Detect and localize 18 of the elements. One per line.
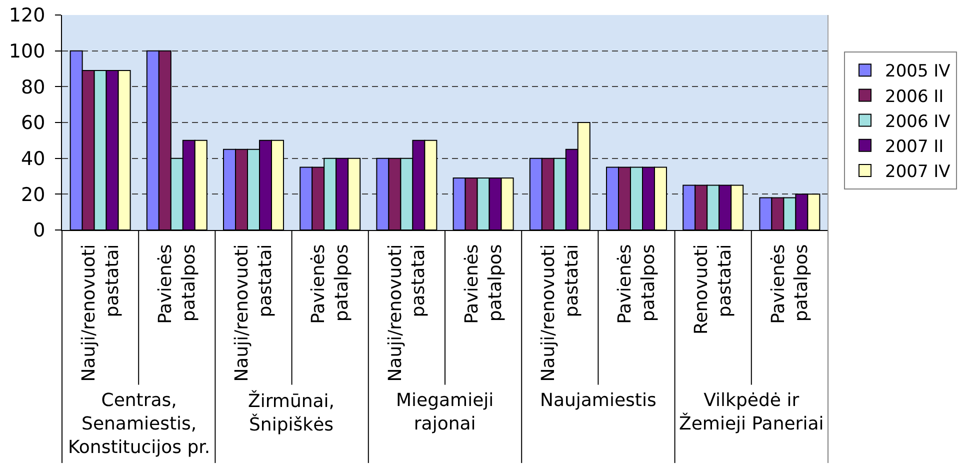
y-tick-label: 40 [21, 148, 46, 170]
y-tick-label: 120 [8, 4, 46, 27]
text: Centras, Senamiestis, Konstitucijos pr. [68, 390, 210, 458]
legend-label: 2005 IV [885, 62, 951, 82]
text: Vilkpėdė ir Žemieji Paneriai [679, 390, 824, 434]
y-tick-label: 20 [21, 184, 46, 206]
y-tick-label: 0 [33, 220, 46, 242]
text: Žirmūnai, Šnipiškės [248, 390, 335, 436]
text: Miegamieji rajonai [396, 390, 494, 434]
text: Naujamiestis [540, 390, 656, 411]
y-tick-label: 60 [21, 112, 46, 134]
y-tick-label: 80 [21, 76, 46, 98]
legend-label: 2007 IV [885, 162, 951, 182]
legend-label: 2006 II [885, 86, 944, 107]
y-tick-label: 100 [8, 40, 46, 62]
x-tick-label: Nauji/renovuoti pastatai [78, 244, 123, 382]
legend-label: 2007 II [885, 137, 944, 158]
legend-label: 2006 IV [885, 112, 951, 132]
